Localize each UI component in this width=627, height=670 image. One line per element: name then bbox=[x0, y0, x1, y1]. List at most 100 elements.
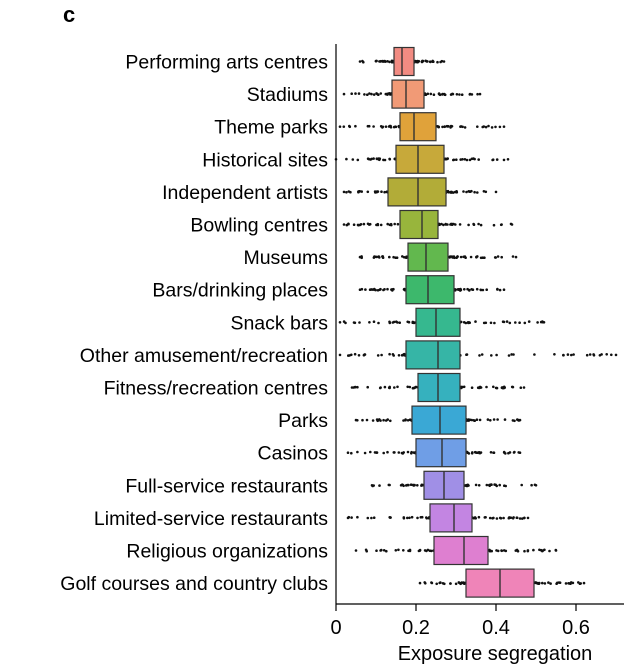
outlier-point bbox=[371, 288, 374, 291]
outlier-point bbox=[435, 582, 439, 586]
box bbox=[429, 503, 473, 533]
outlier-point bbox=[499, 223, 503, 227]
outlier-point bbox=[348, 354, 351, 357]
outlier-point bbox=[492, 385, 495, 389]
outlier-point bbox=[475, 287, 479, 291]
outlier-point bbox=[382, 549, 386, 552]
outlier-point bbox=[470, 157, 474, 161]
outlier-point bbox=[421, 483, 424, 487]
outlier-point bbox=[388, 158, 392, 161]
outlier-point bbox=[377, 255, 381, 258]
outlier-point bbox=[406, 419, 410, 422]
outlier-point bbox=[507, 354, 511, 357]
outlier-point bbox=[458, 93, 461, 96]
outlier-point bbox=[439, 60, 442, 64]
x-axis-label: Exposure segregation bbox=[398, 643, 593, 665]
outlier-point bbox=[460, 93, 464, 96]
outlier-point bbox=[392, 320, 396, 324]
outlier-point bbox=[388, 223, 392, 227]
outlier-point bbox=[366, 124, 370, 128]
outlier-point bbox=[389, 419, 392, 423]
outlier-point bbox=[503, 386, 507, 389]
outlier-point bbox=[468, 289, 471, 292]
outlier-point bbox=[455, 158, 458, 161]
outlier-point bbox=[548, 549, 551, 553]
outlier-point bbox=[377, 157, 381, 160]
outlier-point bbox=[398, 321, 402, 325]
outlier-point bbox=[514, 549, 518, 552]
outlier-point bbox=[473, 190, 476, 194]
outlier-point bbox=[446, 125, 450, 128]
outlier-point bbox=[346, 451, 350, 455]
outlier-point bbox=[408, 549, 412, 553]
outlier-point bbox=[363, 93, 366, 96]
outlier-point bbox=[598, 354, 602, 357]
category-label: Snack bars bbox=[230, 312, 328, 334]
outlier-point bbox=[534, 484, 538, 487]
outlier-point bbox=[502, 451, 506, 454]
outlier-point bbox=[383, 158, 387, 162]
outlier-point bbox=[411, 321, 415, 325]
outlier-point bbox=[592, 353, 595, 356]
outlier-point bbox=[376, 354, 380, 357]
outlier-point bbox=[449, 126, 452, 129]
outlier-point bbox=[365, 418, 369, 422]
outlier-point bbox=[518, 451, 522, 455]
outlier-point bbox=[356, 450, 359, 454]
outlier-point bbox=[451, 256, 454, 259]
outlier-point bbox=[402, 255, 406, 259]
outlier-point bbox=[407, 320, 411, 324]
outlier-point bbox=[467, 452, 471, 455]
outlier-point bbox=[553, 353, 556, 356]
outlier-point bbox=[496, 418, 499, 421]
outlier-point bbox=[500, 255, 504, 259]
outlier-point bbox=[486, 418, 490, 421]
outlier-point bbox=[520, 483, 523, 487]
outlier-point bbox=[409, 483, 413, 487]
category-label: Other amusement/recreation bbox=[80, 345, 328, 367]
outlier-point bbox=[368, 223, 371, 226]
outlier-point bbox=[478, 354, 481, 357]
outlier-point bbox=[358, 223, 362, 227]
outlier-point bbox=[518, 517, 522, 520]
outlier-point bbox=[472, 223, 476, 226]
outlier-point bbox=[530, 483, 533, 487]
outlier-point bbox=[459, 582, 462, 586]
outlier-point bbox=[393, 222, 397, 226]
outlier-point bbox=[468, 93, 472, 96]
outlier-point bbox=[416, 516, 419, 520]
outlier-point bbox=[489, 419, 492, 422]
outlier-point bbox=[512, 353, 515, 356]
outlier-point bbox=[488, 549, 491, 552]
outlier-point bbox=[468, 158, 472, 162]
outlier-point bbox=[498, 288, 502, 292]
outlier-point bbox=[375, 157, 379, 160]
outlier-point bbox=[338, 321, 342, 324]
outlier-point bbox=[342, 92, 346, 96]
outlier-point bbox=[493, 483, 496, 486]
outlier-point bbox=[338, 125, 342, 128]
outlier-point bbox=[464, 256, 467, 260]
outlier-point bbox=[402, 419, 405, 422]
outlier-point bbox=[492, 223, 496, 227]
category-label: Full-service restaurants bbox=[125, 475, 328, 497]
outlier-point bbox=[372, 516, 376, 519]
outlier-point bbox=[480, 353, 484, 356]
outlier-point bbox=[357, 354, 361, 357]
outlier-point bbox=[452, 158, 456, 162]
outlier-point bbox=[536, 321, 539, 324]
outlier-point bbox=[356, 223, 360, 227]
outlier-point bbox=[350, 92, 354, 95]
outlier-point bbox=[438, 581, 442, 585]
outlier-point bbox=[408, 385, 412, 389]
category-labels: Performing arts centres Stadiums Theme par… bbox=[60, 52, 328, 596]
outlier-point bbox=[432, 93, 436, 96]
outlier-point bbox=[499, 517, 503, 520]
outlier-point bbox=[358, 321, 361, 324]
category-label: Bars/drinking places bbox=[152, 280, 328, 302]
outlier-point bbox=[348, 124, 351, 128]
outlier-point bbox=[352, 321, 356, 324]
outlier-point bbox=[505, 320, 509, 323]
outlier-point bbox=[470, 386, 474, 390]
outlier-point bbox=[429, 60, 432, 64]
